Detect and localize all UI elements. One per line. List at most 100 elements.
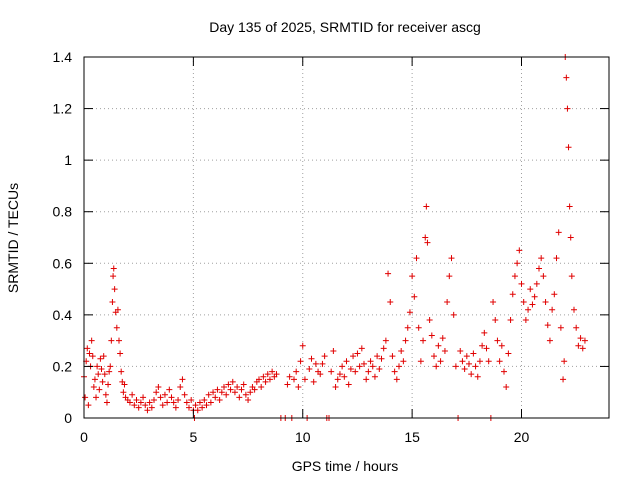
data-point [96, 386, 103, 393]
data-point [188, 396, 195, 403]
data-point [516, 247, 523, 254]
data-point [245, 396, 252, 403]
data-point [242, 391, 249, 398]
data-point [531, 293, 538, 300]
data-point [565, 144, 572, 151]
data-point [490, 298, 497, 305]
data-point [573, 324, 580, 331]
data-point [284, 381, 291, 388]
data-point [581, 337, 588, 344]
data-point [175, 396, 182, 403]
data-point [216, 396, 223, 403]
data-point [164, 399, 171, 406]
data-point [234, 384, 241, 391]
data-point [468, 371, 475, 378]
data-point [479, 342, 486, 349]
data-point [406, 309, 413, 316]
data-point [328, 368, 335, 375]
data-point [529, 301, 536, 308]
data-point [472, 363, 479, 370]
data-point [225, 381, 232, 388]
y-axis-label: SRMTID / TECUs [5, 183, 21, 293]
data-point [161, 391, 168, 398]
data-point [262, 378, 269, 385]
data-point [101, 371, 108, 378]
data-point [385, 270, 392, 277]
data-point [527, 286, 534, 293]
data-point [82, 394, 89, 401]
data-point [133, 396, 140, 403]
data-point [549, 306, 556, 313]
y-tick-label: 1.4 [53, 49, 73, 65]
data-point [321, 353, 328, 360]
data-point [470, 350, 477, 357]
data-point [376, 366, 383, 373]
data-point [361, 360, 367, 367]
data-point [88, 337, 95, 344]
data-point [345, 381, 352, 388]
data-point [363, 376, 370, 383]
data-point [90, 384, 97, 391]
data-point [560, 376, 567, 383]
data-point [413, 255, 420, 262]
data-point [431, 353, 437, 360]
data-point [332, 384, 339, 391]
data-point [542, 298, 549, 305]
data-point [334, 376, 341, 383]
data-point [205, 391, 212, 398]
data-point [120, 389, 127, 396]
data-point [260, 373, 267, 380]
data-point [415, 324, 422, 331]
data-point [540, 273, 547, 280]
data-point [448, 255, 455, 262]
data-point [116, 337, 122, 344]
data-point [483, 345, 490, 352]
data-point [98, 366, 105, 373]
data-point [343, 358, 350, 365]
data-point [459, 358, 466, 365]
data-point [356, 363, 363, 370]
data-point [91, 376, 98, 383]
data-point [566, 203, 573, 210]
data-point [393, 376, 400, 383]
data-point [498, 342, 505, 349]
data-point [301, 376, 308, 383]
data-point [137, 399, 144, 406]
data-point [509, 291, 516, 298]
data-point [441, 347, 448, 354]
data-point [561, 358, 568, 365]
data-point [341, 373, 348, 380]
data-point [437, 358, 444, 365]
data-point [457, 347, 464, 354]
data-point [231, 389, 238, 396]
data-point [146, 399, 153, 406]
data-point [210, 389, 217, 396]
data-point [93, 394, 100, 401]
data-point [181, 391, 188, 398]
data-point [402, 337, 409, 344]
data-point [221, 384, 227, 391]
data-point [118, 368, 125, 375]
data-point [538, 255, 545, 262]
data-point [299, 342, 306, 349]
x-axis-label: GPS time / hours [292, 458, 399, 474]
data-point [95, 371, 102, 378]
data-point [151, 396, 157, 403]
x-tick-label: 5 [189, 429, 197, 445]
data-point [108, 337, 115, 344]
data-point [293, 368, 300, 375]
data-point [422, 234, 429, 241]
data-point [166, 386, 173, 393]
data-point [533, 280, 540, 287]
data-point [86, 350, 93, 357]
data-point [85, 402, 92, 409]
data-point [426, 317, 433, 324]
y-tick-label: 1.2 [53, 101, 73, 117]
data-point [286, 373, 293, 380]
data-point [99, 378, 106, 385]
data-point [571, 306, 577, 313]
data-point [214, 386, 221, 393]
data-point [496, 358, 503, 365]
data-point [223, 391, 230, 398]
data-point [109, 298, 116, 305]
